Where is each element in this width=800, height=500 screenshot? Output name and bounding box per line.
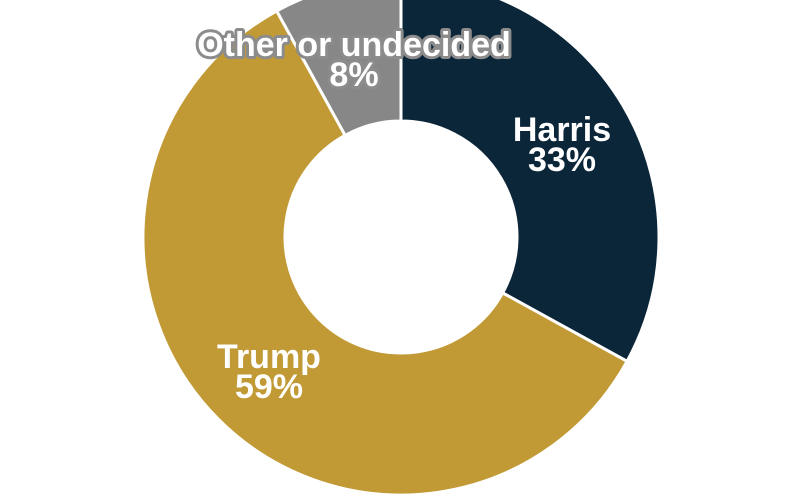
- slice-harris: [399, 0, 661, 363]
- slice-label-other-or-undecided: Other or undecided: [197, 26, 511, 64]
- slice-trump: [141, 9, 629, 497]
- slice-label-trump: Trump: [217, 338, 321, 376]
- slices-group: [141, 0, 661, 497]
- slice-value-harris: 33%: [528, 141, 596, 179]
- slice-value-other-or-undecided: 8%: [329, 56, 378, 94]
- slice-other-or-undecided: [275, 0, 403, 137]
- slice-value-trump: 59%: [235, 368, 303, 406]
- slice-label-harris: Harris: [513, 111, 611, 149]
